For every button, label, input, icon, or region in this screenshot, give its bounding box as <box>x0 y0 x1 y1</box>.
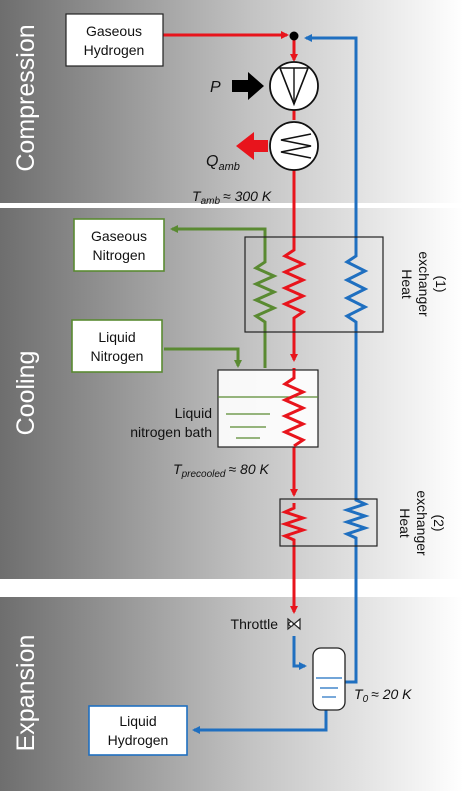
ambient-temperature-label: Tamb ≈ 300 K <box>192 188 272 207</box>
svg-text:(1): (1) <box>433 275 449 292</box>
svg-text:(2): (2) <box>431 514 447 531</box>
liquid-nitrogen-bath-label-line1: Liquid <box>175 405 212 421</box>
liquid-nitrogen-bath-label-line2: nitrogen bath <box>130 424 212 440</box>
nitrogen-lines <box>164 225 278 368</box>
heat-out-label: Qamb <box>206 153 240 173</box>
throttle-label: Throttle <box>231 616 279 632</box>
svg-text:Heat: Heat <box>399 269 415 299</box>
svg-text:exchanger: exchanger <box>414 490 430 556</box>
expansion-band <box>0 597 463 791</box>
section-title-cooling: Cooling <box>12 351 40 436</box>
liquid-hydrogen-line2: Hydrogen <box>108 732 169 748</box>
mixing-point <box>289 31 299 41</box>
power-label: P <box>210 79 221 96</box>
liquid-nitrogen-line2: Nitrogen <box>91 348 144 364</box>
section-title-expansion: Expansion <box>12 635 40 752</box>
liquid-nitrogen-line1: Liquid <box>98 329 135 345</box>
bath-hydrogen-coil <box>281 370 307 448</box>
gaseous-nitrogen-line2: Nitrogen <box>93 247 146 263</box>
gaseous-hydrogen-line2: Hydrogen <box>84 42 145 58</box>
precooled-temperature-label: Tprecooled ≈ 80 K <box>173 461 270 480</box>
section-title-compression: Compression <box>12 24 40 171</box>
svg-text:exchanger: exchanger <box>416 251 432 317</box>
heat-exchanger-2 <box>279 498 378 547</box>
gaseous-nitrogen-line1: Gaseous <box>91 228 147 244</box>
gaseous-hydrogen-box: Gaseous Hydrogen <box>65 13 164 67</box>
gaseous-hydrogen-line1: Gaseous <box>86 23 142 39</box>
gaseous-nitrogen-box: Gaseous Nitrogen <box>73 218 165 272</box>
throttle-outlet-line <box>292 636 307 670</box>
heat-exchanger-2-label: Heat exchanger (2) <box>397 490 447 556</box>
separator-vessel <box>312 647 346 711</box>
liquid-hydrogen-outlet-line <box>192 702 328 734</box>
heat-rejection-arrow-icon <box>236 132 268 160</box>
heat-exchanger-1 <box>244 236 384 333</box>
svg-text:Heat: Heat <box>397 508 413 538</box>
liquid-hydrogen-line1: Liquid <box>119 713 156 729</box>
final-temperature-label: T0 ≈ 20 K <box>354 686 412 705</box>
hydrogen-return-line <box>304 34 370 684</box>
liquid-nitrogen-box: Liquid Nitrogen <box>71 319 163 373</box>
throttle-valve-icon <box>287 617 301 631</box>
liquid-hydrogen-box: Liquid Hydrogen <box>88 705 188 756</box>
heat-exchanger-1-label: Heat exchanger (1) <box>399 251 449 317</box>
compressor-icon <box>269 61 319 111</box>
power-input-arrow-icon <box>232 72 264 100</box>
aftercooler-icon <box>269 121 319 171</box>
